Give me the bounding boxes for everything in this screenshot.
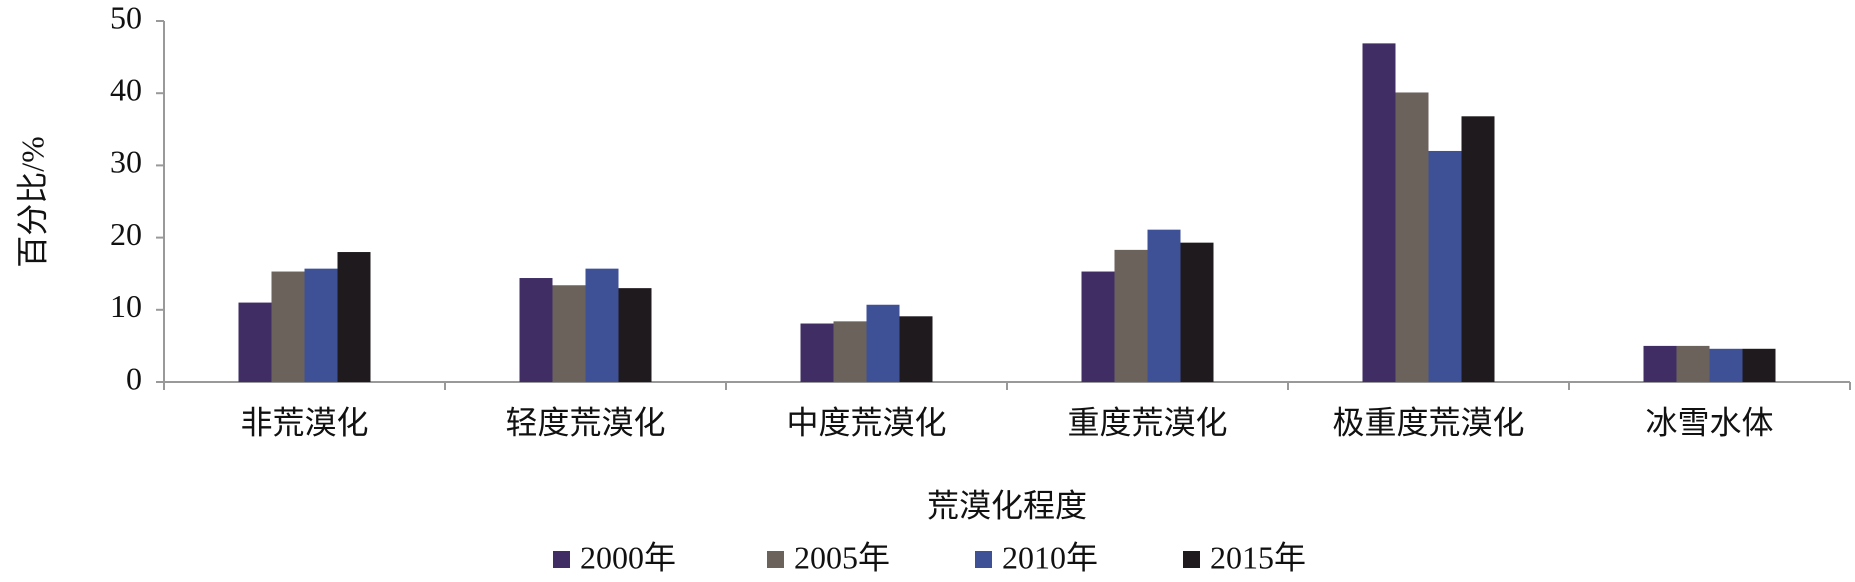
legend-swatch — [767, 551, 784, 568]
legend-label: 2000年 — [580, 539, 676, 575]
bar — [1709, 348, 1743, 382]
bar — [1180, 242, 1214, 382]
bar — [1643, 345, 1677, 382]
legend-swatch — [553, 551, 570, 568]
x-tick-label: 中度荒漠化 — [786, 404, 946, 440]
bar — [337, 252, 371, 382]
bar — [1081, 271, 1115, 382]
x-tick-label: 极重度荒漠化 — [1332, 404, 1524, 440]
bar — [899, 316, 933, 382]
bar — [271, 271, 305, 382]
bar — [585, 268, 619, 382]
bar — [800, 323, 834, 382]
bar — [1114, 249, 1148, 382]
x-tick-label: 重度荒漠化 — [1067, 404, 1227, 440]
y-tick-label: 40 — [110, 72, 142, 108]
y-tick-label: 0 — [126, 360, 142, 396]
x-tick-label: 非荒漠化 — [240, 404, 368, 440]
bar — [552, 285, 586, 382]
y-axis-title: 百分比/% — [14, 136, 50, 268]
y-tick-label: 50 — [110, 0, 142, 35]
legend-label: 2010年 — [1002, 539, 1098, 575]
bar — [866, 304, 900, 382]
legend-swatch — [975, 551, 992, 568]
bar — [519, 278, 553, 382]
x-axis-title: 荒漠化程度 — [927, 487, 1087, 523]
bar — [833, 321, 867, 382]
legend-label: 2005年 — [794, 539, 890, 575]
bar — [1395, 92, 1429, 382]
legend-label: 2015年 — [1210, 539, 1306, 575]
bar — [1461, 116, 1495, 382]
bar — [1676, 345, 1710, 382]
bar — [1742, 348, 1776, 382]
y-tick-label: 10 — [110, 288, 142, 324]
bar — [1428, 150, 1462, 382]
bar — [238, 302, 272, 382]
legend-swatch — [1183, 551, 1200, 568]
x-tick-label: 冰雪水体 — [1645, 404, 1773, 440]
x-tick-label: 轻度荒漠化 — [505, 404, 665, 440]
bar — [1362, 43, 1396, 383]
bar — [618, 288, 652, 382]
y-tick-label: 30 — [110, 144, 142, 180]
bar — [1147, 229, 1181, 382]
y-tick-label: 20 — [110, 216, 142, 252]
bar — [304, 268, 338, 382]
